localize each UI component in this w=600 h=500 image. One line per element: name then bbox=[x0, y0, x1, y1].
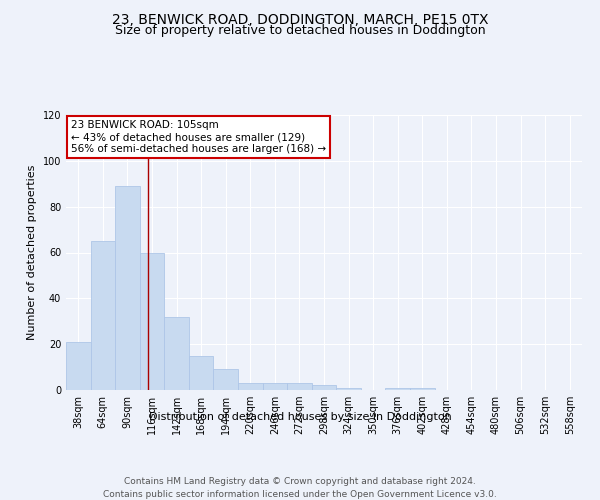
Text: 23, BENWICK ROAD, DODDINGTON, MARCH, PE15 0TX: 23, BENWICK ROAD, DODDINGTON, MARCH, PE1… bbox=[112, 12, 488, 26]
Text: 23 BENWICK ROAD: 105sqm
← 43% of detached houses are smaller (129)
56% of semi-d: 23 BENWICK ROAD: 105sqm ← 43% of detache… bbox=[71, 120, 326, 154]
Bar bbox=[91, 241, 115, 390]
Bar bbox=[287, 383, 312, 390]
Bar bbox=[238, 383, 263, 390]
Bar bbox=[312, 386, 336, 390]
Text: Contains HM Land Registry data © Crown copyright and database right 2024.: Contains HM Land Registry data © Crown c… bbox=[124, 478, 476, 486]
Bar bbox=[385, 388, 410, 390]
Bar bbox=[140, 252, 164, 390]
Text: Contains public sector information licensed under the Open Government Licence v3: Contains public sector information licen… bbox=[103, 490, 497, 499]
Bar bbox=[263, 383, 287, 390]
Y-axis label: Number of detached properties: Number of detached properties bbox=[27, 165, 37, 340]
Bar bbox=[115, 186, 140, 390]
Bar bbox=[164, 316, 189, 390]
Bar bbox=[66, 342, 91, 390]
Bar bbox=[189, 356, 214, 390]
Text: Size of property relative to detached houses in Doddington: Size of property relative to detached ho… bbox=[115, 24, 485, 37]
Bar bbox=[214, 370, 238, 390]
Text: Distribution of detached houses by size in Doddington: Distribution of detached houses by size … bbox=[149, 412, 451, 422]
Bar bbox=[336, 388, 361, 390]
Bar bbox=[410, 388, 434, 390]
